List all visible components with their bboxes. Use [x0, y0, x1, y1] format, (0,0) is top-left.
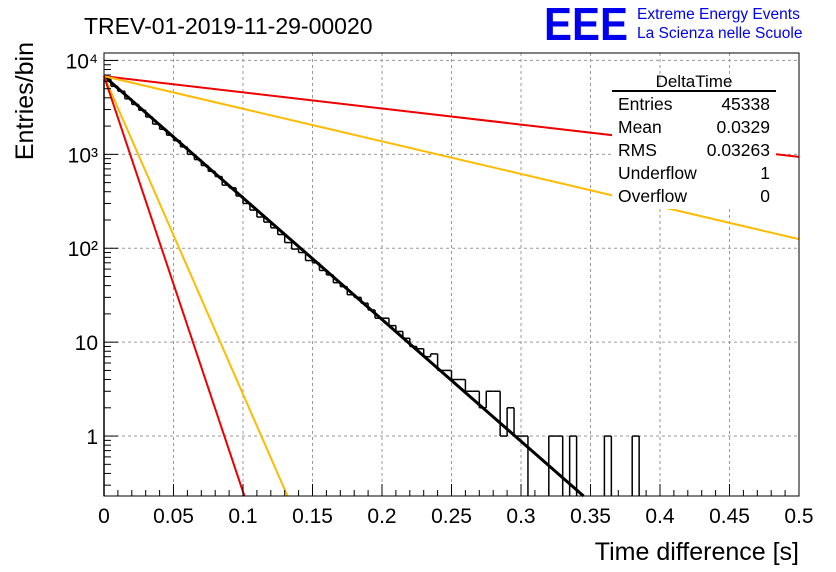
fit-line-4	[103, 75, 246, 497]
eee-logo: EEE Extreme Energy Events La Scienza nel…	[544, 0, 802, 50]
x-tick-label-5: 0.25	[431, 505, 472, 528]
y-axis-label: Entries/bin	[11, 42, 39, 160]
x-tick-label-1: 0.05	[153, 505, 194, 528]
x-tick-label-2: 0.1	[228, 505, 257, 528]
stats-label-entries: Entries	[618, 94, 673, 114]
stats-label-mean: Mean	[618, 117, 662, 137]
x-tick-label-10: 0.5	[784, 505, 813, 528]
stats-box-background	[612, 89, 776, 209]
logo-line-1: Extreme Energy Events	[637, 6, 800, 23]
y-tick-label-1: 10	[75, 332, 98, 355]
fit-line-2	[103, 75, 800, 241]
logo-line-2: La Scienza nelle Scuole	[637, 25, 802, 42]
stats-value-underflow: 1	[760, 163, 770, 183]
fit-line-0	[103, 75, 585, 498]
stats-value-entries: 45338	[721, 94, 770, 114]
stats-label-rms: RMS	[618, 140, 657, 160]
stats-value-rms: 0.03263	[707, 140, 770, 160]
chart-title: TREV-01-2019-11-29-00020	[84, 13, 373, 39]
y-tick-label-2: 10²	[68, 238, 98, 261]
x-tick-label-9: 0.45	[709, 505, 750, 528]
axes: 0 0.05 0.1 0.15 0.2 0.25 0.3 0.35 0.4 0.45 0.51101…	[66, 50, 814, 528]
stats-box: DeltaTime Entries 45338 Mean 0.0329 RMS 0.032…	[612, 72, 776, 209]
x-tick-label-3: 0.15	[292, 505, 333, 528]
stats-label-underflow: Underflow	[618, 163, 697, 183]
stats-box-title: DeltaTime	[656, 72, 733, 91]
x-axis-label: Time difference [s]	[595, 538, 799, 566]
stats-value-mean: 0.0329	[716, 117, 770, 137]
x-tick-label-6: 0.3	[506, 505, 535, 528]
stats-value-overflow: 0	[760, 186, 770, 206]
x-tick-label-0: 0	[98, 505, 110, 528]
y-tick-label-4: 10⁴	[66, 50, 98, 73]
fit-line-3	[103, 75, 289, 497]
stats-label-overflow: Overflow	[618, 186, 687, 206]
y-tick-label-3: 10³	[68, 144, 98, 167]
x-tick-label-4: 0.2	[367, 505, 396, 528]
x-tick-label-7: 0.35	[570, 505, 611, 528]
y-tick-label-0: 1	[86, 426, 98, 449]
eee-logo-mark: EEE	[544, 0, 628, 50]
x-tick-label-8: 0.4	[645, 505, 675, 528]
